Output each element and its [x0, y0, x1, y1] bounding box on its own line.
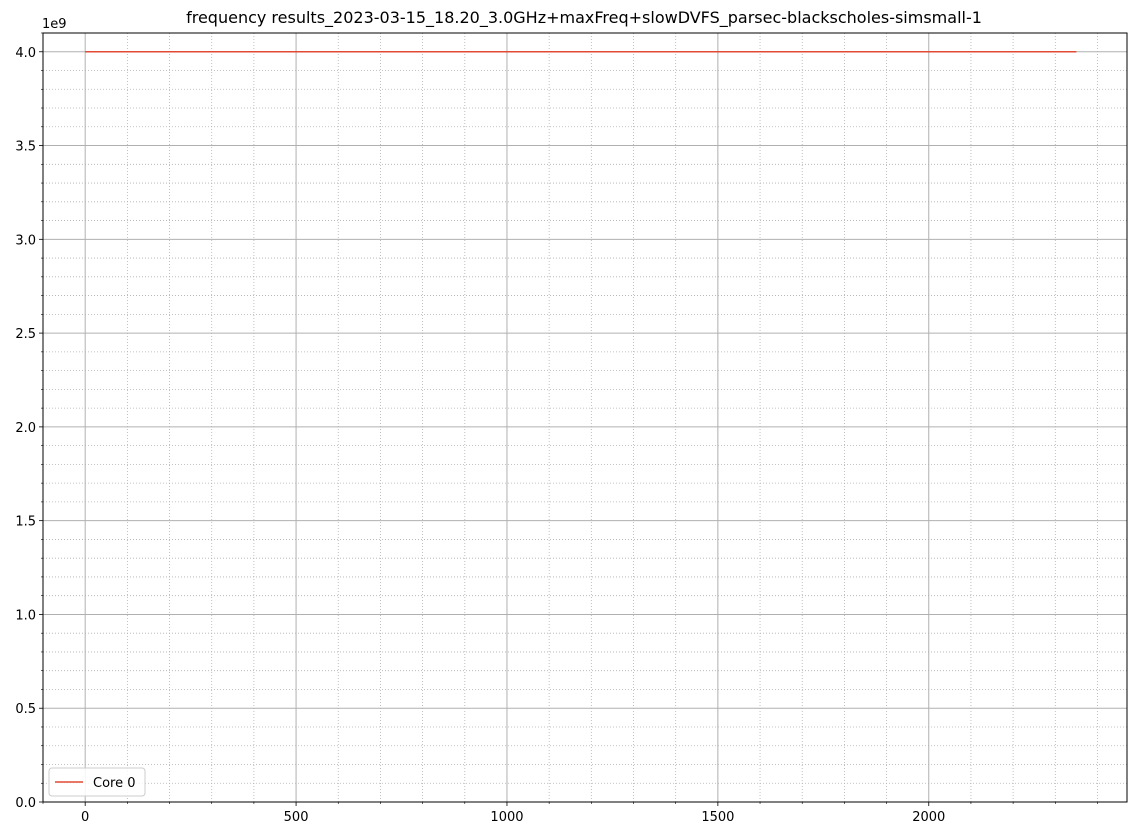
legend-label: Core 0 [93, 776, 136, 791]
legend: Core 0 [48, 767, 146, 797]
y-tick-label: 1.0 [15, 608, 36, 623]
legend-box [48, 767, 146, 797]
x-tick-label: 0 [81, 810, 89, 825]
y-tick-label: 0.0 [15, 796, 36, 811]
y-tick-label: 1.5 [15, 515, 36, 530]
y-axis-offset-label: 1e9 [42, 17, 67, 32]
y-tick-label: 2.0 [15, 421, 36, 436]
chart-title: frequency results_2023-03-15_18.20_3.0GH… [186, 8, 982, 28]
major-grid [43, 33, 1127, 803]
x-tick-label: 1500 [701, 810, 734, 825]
y-tick-label: 0.5 [15, 702, 36, 717]
x-tick-label: 1000 [490, 810, 523, 825]
y-tick-label: 3.0 [15, 233, 36, 248]
x-tick-label: 500 [284, 810, 309, 825]
x-tick-label: 2000 [912, 810, 945, 825]
plot-frame [42, 32, 1128, 803]
y-tick-label: 4.0 [15, 46, 36, 61]
y-tick-label: 2.5 [15, 327, 36, 342]
y-axis: 0.0 0.5 1.0 1.5 2.0 2.5 3.0 3.5 4.0 [15, 32, 43, 811]
x-axis: 0 500 1000 1500 2000 [42, 802, 1098, 825]
y-tick-label: 3.5 [15, 140, 36, 155]
